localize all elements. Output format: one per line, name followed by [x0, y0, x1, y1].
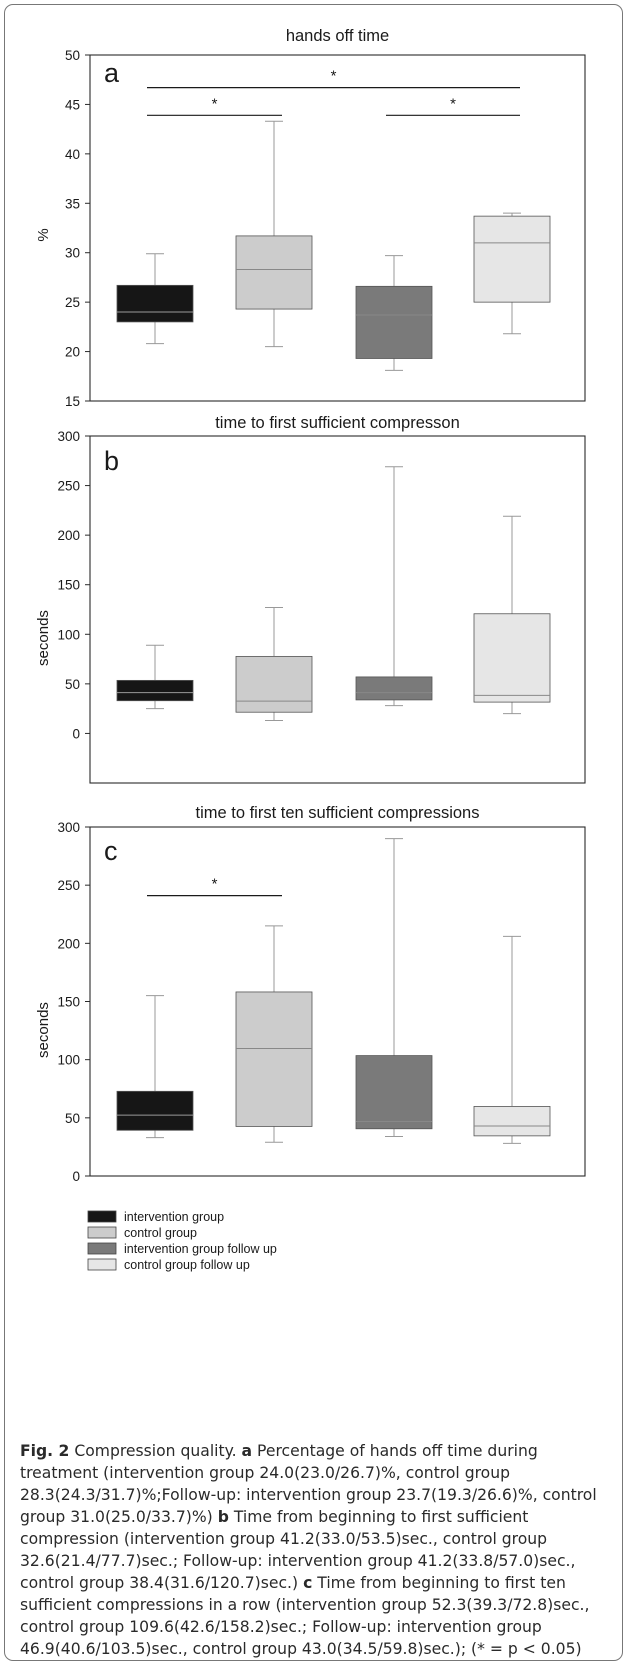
panel-b-y-tick-label: 250 [57, 479, 80, 494]
legend-label: intervention group follow up [124, 1242, 277, 1256]
panel-c-y-axis-label: seconds [35, 1002, 52, 1058]
panel-c-y-tick-label: 0 [72, 1169, 80, 1184]
panel-b-iqr-box [235, 655, 313, 713]
panel-a-box-1 [116, 253, 194, 345]
panel-b-box-3 [355, 466, 433, 707]
panel-b-y-tick-label: 100 [57, 627, 80, 642]
panel-b-y-tick-label: 300 [57, 429, 80, 444]
panel-a-box-3 [355, 255, 433, 371]
panel-b-iqr-box [473, 613, 551, 703]
panel-a-significance-star: * [331, 68, 337, 85]
figure-frame [4, 4, 623, 1661]
panel-a-significance-star: * [450, 95, 456, 112]
panel-b-title: time to first sufficient compresson [215, 414, 460, 432]
panel-c-iqr-box [116, 1090, 194, 1131]
panel-b-box-1 [116, 644, 194, 710]
panel-b-box-4 [473, 515, 551, 715]
panel-b-y-axis-label: seconds [35, 610, 52, 666]
panel-c-y-tick-label: 150 [57, 995, 80, 1010]
panel-c-iqr-box [235, 991, 313, 1127]
panel-b-plot-frame [89, 435, 586, 784]
panel-a-y-tick-label: 35 [65, 196, 80, 211]
panel-a-iqr-box [235, 235, 313, 310]
panel-c-title: time to first ten sufficient compression… [196, 804, 480, 822]
panel-b-box-2 [235, 607, 313, 722]
panel-b-iqr-box [116, 679, 194, 702]
figure-svg: hands off time a% 15 20 25 30 35 40 45 50 * * * time … [35, 27, 586, 1272]
panel-c-y-tick-label: 200 [57, 936, 80, 951]
caption-title: Compression quality. [74, 1442, 237, 1460]
caption-fig-label: Fig. 2 [20, 1442, 70, 1460]
panel-b-y-tick-label: 200 [57, 528, 80, 543]
panel-b-y-tick-label: 50 [65, 677, 80, 692]
caption-text-c: Time from beginning to first ten suffici… [20, 1574, 590, 1658]
panel-c-iqr-box [473, 1106, 551, 1137]
panel-c-y-tick-label: 250 [57, 878, 80, 893]
panel-a-y-tick-label: 30 [65, 246, 80, 261]
panel-b-letter: b [104, 446, 119, 476]
legend-swatch [87, 1242, 117, 1255]
panel-a-y-tick-label: 45 [65, 97, 80, 112]
legend-swatch [87, 1258, 117, 1271]
panel-a-y-tick-label: 40 [65, 147, 80, 162]
panel-a-y-tick-label: 20 [65, 345, 80, 360]
legend-swatch [87, 1226, 117, 1239]
panel-a-plot-frame [89, 54, 586, 402]
caption-text-b: Time from beginning to first sufficient … [20, 1508, 576, 1592]
panel-a-iqr-box [116, 284, 194, 323]
panel-a-significance-star: * [212, 95, 218, 112]
panel-a-y-tick-label: 15 [65, 394, 80, 409]
panel-c-letter: c [104, 836, 118, 866]
panel-c-box-4 [473, 935, 551, 1144]
figure-caption: Fig. 2 Compression quality. a Percentage… [20, 1440, 610, 1660]
panel-a-y-tick-label: 25 [65, 295, 80, 310]
panel-c-box-2 [235, 925, 313, 1143]
caption-text-a: Percentage of hands off time during trea… [20, 1442, 597, 1526]
panel-c-y-tick-label: 300 [57, 820, 80, 835]
panel-a-iqr-box [473, 215, 551, 303]
panel-c-box-1 [116, 995, 194, 1139]
legend-label: intervention group [124, 1210, 224, 1224]
panel-a-box-4 [473, 212, 551, 335]
panel-c-iqr-box [355, 1055, 433, 1130]
legend-label: control group follow up [124, 1258, 250, 1272]
caption-letter-a: a [241, 1442, 253, 1460]
caption-letter-b: b [217, 1508, 229, 1526]
panel-a-iqr-box [355, 285, 433, 359]
legend-swatch [87, 1210, 117, 1223]
panel-a-box-2 [235, 120, 313, 348]
panel-a-y-tick-label: 50 [65, 48, 80, 63]
panel-b-y-tick-label: 0 [72, 726, 80, 741]
legend-label: control group [124, 1226, 197, 1240]
panel-a-letter: a [104, 58, 120, 88]
panel-c-significance-star: * [212, 876, 218, 893]
panel-b-iqr-box [355, 676, 433, 701]
caption-letter-c: c [303, 1574, 313, 1592]
panel-a-y-axis-label: % [35, 228, 52, 241]
panel-c-y-tick-label: 50 [65, 1111, 80, 1126]
panel-a-title: hands off time [286, 27, 389, 45]
panel-c-y-tick-label: 100 [57, 1053, 80, 1068]
panel-c-box-3 [355, 838, 433, 1137]
panel-b-y-tick-label: 150 [57, 578, 80, 593]
